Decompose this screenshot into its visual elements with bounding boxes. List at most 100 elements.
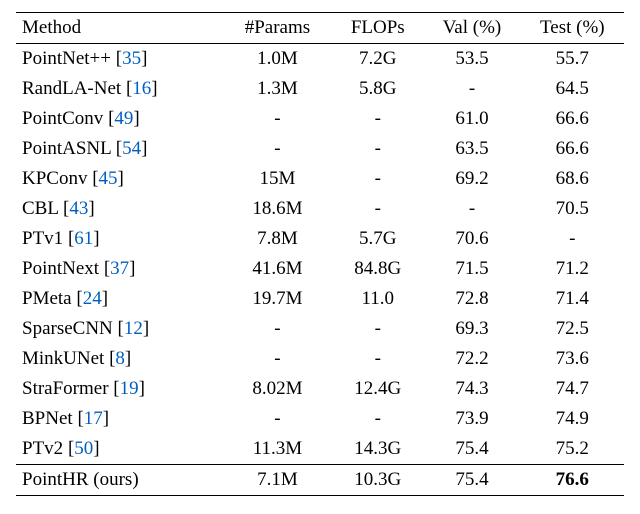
cell-val: 71.5 xyxy=(423,254,520,284)
cell-flops: - xyxy=(332,404,423,434)
cell-test-bold: 76.6 xyxy=(556,469,589,490)
cell-flops: 5.7G xyxy=(332,224,423,254)
cell-flops: - xyxy=(332,344,423,374)
cell-flops: - xyxy=(332,104,423,134)
cell-method: PTv2 [50] xyxy=(16,434,223,465)
cell-flops: - xyxy=(332,164,423,194)
cell-test: 76.6 xyxy=(521,465,624,496)
citation-link[interactable]: 61 xyxy=(74,228,93,249)
table-row: PTv2 [50]11.3M14.3G75.475.2 xyxy=(16,434,624,465)
method-name: MinkUNet xyxy=(22,348,104,369)
table-row: CBL [43]18.6M--70.5 xyxy=(16,194,624,224)
method-name: CBL xyxy=(22,198,58,219)
citation-link[interactable]: 54 xyxy=(122,138,141,159)
cell-params: 18.6M xyxy=(223,194,332,224)
col-val: Val (%) xyxy=(423,13,520,44)
cell-test: 70.5 xyxy=(521,194,624,224)
citation-link[interactable]: 17 xyxy=(84,408,103,429)
cell-test: 71.4 xyxy=(521,284,624,314)
cell-method: PMeta [24] xyxy=(16,284,223,314)
method-name: PointASNL xyxy=(22,138,111,159)
cell-val: 73.9 xyxy=(423,404,520,434)
cell-method: MinkUNet [8] xyxy=(16,344,223,374)
cell-test: 72.5 xyxy=(521,314,624,344)
method-name: BPNet xyxy=(22,408,73,429)
citation-link[interactable]: 50 xyxy=(74,438,93,459)
table-row: PointASNL [54]--63.566.6 xyxy=(16,134,624,164)
cell-test: - xyxy=(521,224,624,254)
citation-link[interactable]: 49 xyxy=(114,108,133,129)
cell-val: - xyxy=(423,74,520,104)
cell-method: PointConv [49] xyxy=(16,104,223,134)
table-row: StraFormer [19]8.02M12.4G74.374.7 xyxy=(16,374,624,404)
method-name: StraFormer xyxy=(22,378,109,399)
cell-method: PointHR (ours) xyxy=(16,465,223,496)
table-row: PointNext [37]41.6M84.8G71.571.2 xyxy=(16,254,624,284)
cell-test: 74.9 xyxy=(521,404,624,434)
citation-link[interactable]: 45 xyxy=(99,168,118,189)
cell-test: 66.6 xyxy=(521,104,624,134)
cell-val: 69.2 xyxy=(423,164,520,194)
cell-val: 63.5 xyxy=(423,134,520,164)
citation-link[interactable]: 24 xyxy=(83,288,102,309)
cell-params: 15M xyxy=(223,164,332,194)
method-name: PTv1 xyxy=(22,228,63,249)
cell-flops: 5.8G xyxy=(332,74,423,104)
cell-flops: 12.4G xyxy=(332,374,423,404)
col-method: Method xyxy=(16,13,223,44)
cell-method: KPConv [45] xyxy=(16,164,223,194)
cell-params: 1.3M xyxy=(223,74,332,104)
citation-link[interactable]: 35 xyxy=(122,48,141,69)
cell-flops: 84.8G xyxy=(332,254,423,284)
cell-flops: - xyxy=(332,314,423,344)
table-row: BPNet [17]--73.974.9 xyxy=(16,404,624,434)
table-row: KPConv [45]15M-69.268.6 xyxy=(16,164,624,194)
citation-link[interactable]: 8 xyxy=(115,348,125,369)
cell-params: 8.02M xyxy=(223,374,332,404)
cell-test: 66.6 xyxy=(521,134,624,164)
cell-val: 72.2 xyxy=(423,344,520,374)
cell-params: 19.7M xyxy=(223,284,332,314)
cell-params: 41.6M xyxy=(223,254,332,284)
cell-flops: 11.0 xyxy=(332,284,423,314)
citation-link[interactable]: 19 xyxy=(120,378,139,399)
cell-test: 71.2 xyxy=(521,254,624,284)
col-test: Test (%) xyxy=(521,13,624,44)
method-name: PMeta xyxy=(22,288,72,309)
col-params: #Params xyxy=(223,13,332,44)
citation-link[interactable]: 37 xyxy=(110,258,129,279)
citation-link[interactable]: 12 xyxy=(124,318,143,339)
cell-params: 1.0M xyxy=(223,44,332,75)
cell-test: 74.7 xyxy=(521,374,624,404)
cell-method: BPNet [17] xyxy=(16,404,223,434)
cell-method: RandLA-Net [16] xyxy=(16,74,223,104)
cell-method: PointNet++ [35] xyxy=(16,44,223,75)
cell-params: 7.1M xyxy=(223,465,332,496)
method-name: PointNext xyxy=(22,258,99,279)
method-name: PTv2 xyxy=(22,438,63,459)
cell-flops: 14.3G xyxy=(332,434,423,465)
table-row: PointNet++ [35]1.0M7.2G53.555.7 xyxy=(16,44,624,75)
cell-val: 53.5 xyxy=(423,44,520,75)
cell-val: 69.3 xyxy=(423,314,520,344)
method-name: RandLA-Net xyxy=(22,78,121,99)
col-flops: FLOPs xyxy=(332,13,423,44)
table-row: SparseCNN [12]--69.372.5 xyxy=(16,314,624,344)
method-name: PointConv xyxy=(22,108,103,129)
table-header-row: Method #Params FLOPs Val (%) Test (%) xyxy=(16,13,624,44)
citation-link[interactable]: 16 xyxy=(132,78,151,99)
cell-val: 72.8 xyxy=(423,284,520,314)
citation-link[interactable]: 43 xyxy=(69,198,88,219)
cell-method: PTv1 [61] xyxy=(16,224,223,254)
cell-flops: 10.3G xyxy=(332,465,423,496)
cell-test: 73.6 xyxy=(521,344,624,374)
cell-test: 75.2 xyxy=(521,434,624,465)
cell-test: 64.5 xyxy=(521,74,624,104)
cell-method: SparseCNN [12] xyxy=(16,314,223,344)
cell-val: 75.4 xyxy=(423,434,520,465)
table-row: PTv1 [61]7.8M5.7G70.6- xyxy=(16,224,624,254)
cell-params: - xyxy=(223,344,332,374)
method-name: KPConv xyxy=(22,168,87,189)
method-name: SparseCNN xyxy=(22,318,113,339)
cell-val: 74.3 xyxy=(423,374,520,404)
